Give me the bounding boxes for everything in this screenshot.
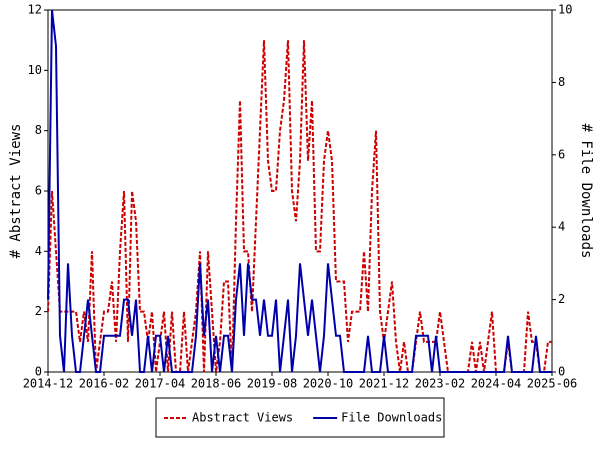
y2-tick-label: 6 (558, 147, 565, 161)
x-tick-label: 2017-04 (135, 377, 186, 391)
y2-tick-label: 2 (558, 292, 565, 306)
x-tick-label: 2023-02 (415, 377, 466, 391)
series-line (47, 9, 552, 373)
y-tick-label: 10 (28, 63, 42, 77)
x-tick-label: 2016-02 (79, 377, 130, 391)
y2-axis-title: # File Downloads (578, 124, 594, 259)
y2-tick-label: 4 (558, 220, 565, 234)
x-tick-label: 2025-06 (527, 377, 578, 391)
y2-tick-label: 8 (558, 75, 565, 89)
x-tick-label: 2019-08 (247, 377, 298, 391)
y-axis-title: # Abstract Views (8, 124, 24, 259)
y2-tick-label: 0 (558, 365, 565, 379)
x-tick-label: 2018-06 (191, 377, 242, 391)
y-tick-label: 8 (35, 123, 42, 137)
y-tick-label: 4 (35, 244, 42, 258)
y-tick-label: 6 (35, 184, 42, 198)
x-tick-label: 2024-04 (471, 377, 522, 391)
y-tick-label: 12 (28, 3, 42, 17)
x-tick-label: 2014-12 (23, 377, 74, 391)
series-line (47, 40, 552, 373)
y-tick-label: 2 (35, 304, 42, 318)
legend-box (155, 397, 445, 438)
y-tick-label: 0 (35, 365, 42, 379)
legend-label: File Downloads (341, 411, 442, 425)
x-tick-label: 2020-10 (303, 377, 354, 391)
x-tick-label: 2021-12 (359, 377, 410, 391)
y2-tick-label: 10 (558, 3, 572, 17)
legend-label: Abstract Views (192, 411, 293, 425)
